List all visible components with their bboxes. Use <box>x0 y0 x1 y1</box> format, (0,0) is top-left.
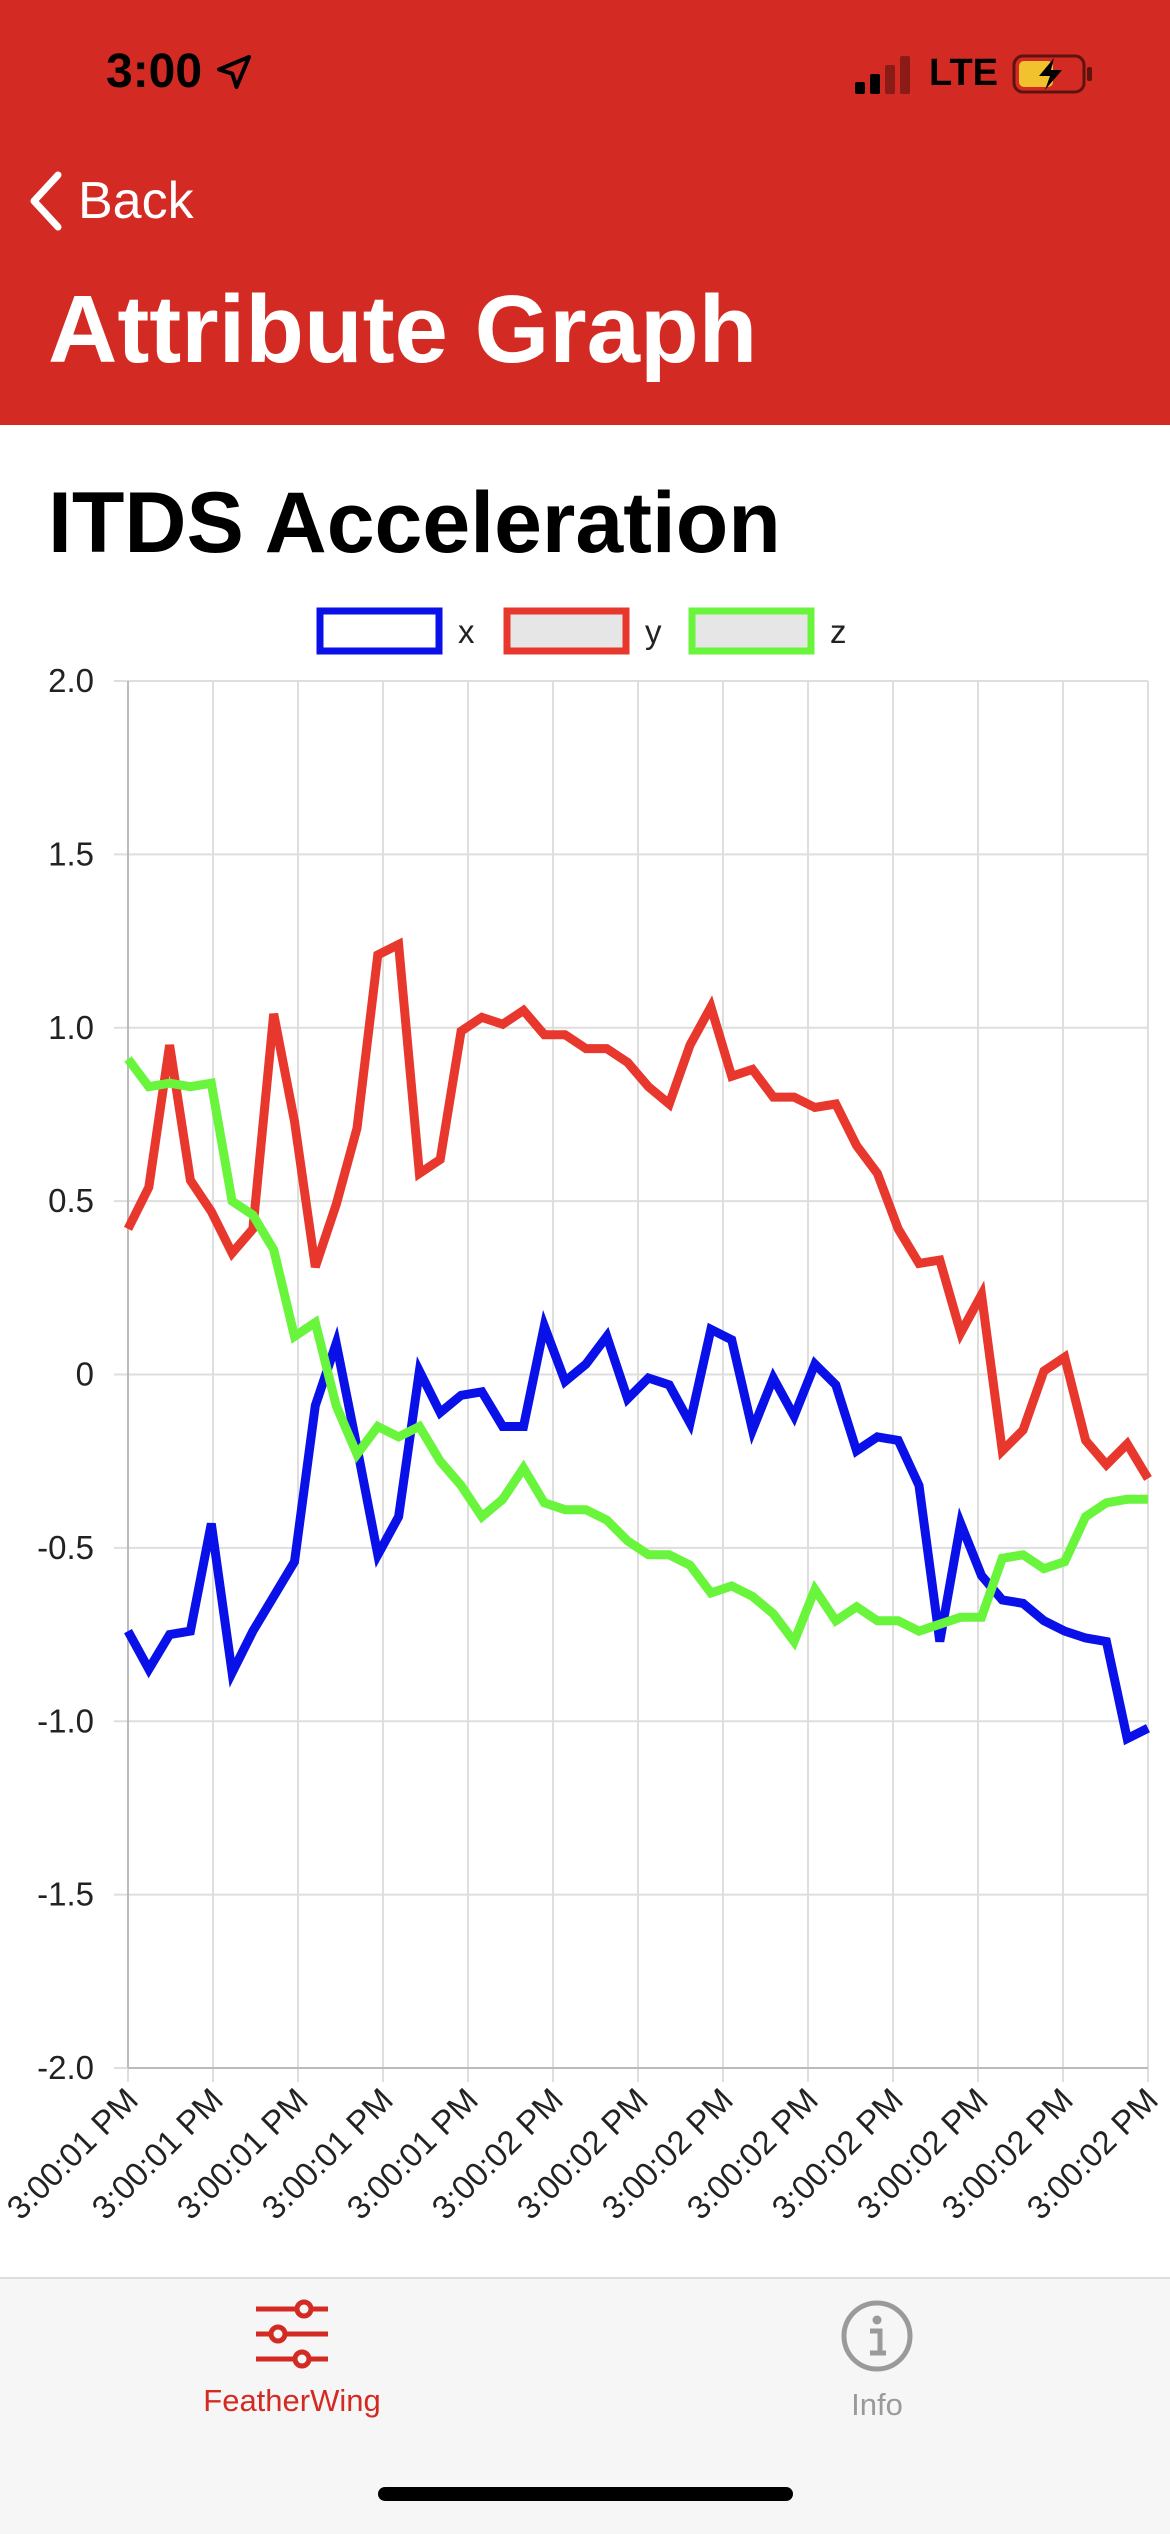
status-bar-time: 3:00 <box>106 44 254 99</box>
legend-label-x: x <box>458 613 475 650</box>
chevron-left-icon <box>30 171 62 231</box>
line-chart: 2.01.51.00.50-0.5-1.0-1.5-2.03:00:01 PM3… <box>0 607 1165 2226</box>
nav-header: 3:00 LTE Back Attribute Graph <box>0 0 1170 425</box>
tab-featherwing[interactable]: FeatherWing <box>142 2299 442 2419</box>
legend-swatch-x <box>316 607 443 655</box>
signal-bars-icon <box>855 55 911 94</box>
series-line-z <box>124 1056 1148 1651</box>
tab-info-label: Info <box>851 2387 903 2422</box>
tab-info[interactable]: Info <box>727 2299 1027 2423</box>
sliders-icon <box>256 2299 328 2369</box>
y-tick-label: -2.0 <box>37 2049 94 2086</box>
info-icon <box>841 2300 913 2372</box>
y-tick-label: 0 <box>76 1356 94 1393</box>
battery-charging-icon <box>1012 54 1092 93</box>
series-line-y <box>123 937 1152 1481</box>
y-tick-label: -1.5 <box>37 1876 94 1913</box>
home-indicator <box>378 2487 793 2501</box>
back-button[interactable]: Back <box>28 170 194 232</box>
page-title: Attribute Graph <box>48 276 758 383</box>
y-tick-label: 1.5 <box>48 835 94 872</box>
status-bar-indicators: LTE <box>853 52 1094 95</box>
tab-featherwing-label: FeatherWing <box>203 2383 381 2418</box>
y-tick-label: 2.0 <box>48 662 94 699</box>
y-tick-label: 1.0 <box>48 1009 94 1046</box>
legend-swatch-z <box>688 607 815 655</box>
y-tick-label: -0.5 <box>37 1529 94 1566</box>
y-tick-label: 0.5 <box>48 1182 94 1219</box>
network-type: LTE <box>929 52 998 94</box>
location-arrow-icon <box>217 54 252 89</box>
clock-text: 3:00 <box>106 45 203 98</box>
chart-title: ITDS Acceleration <box>48 475 781 571</box>
series-line-x <box>124 1309 1151 1746</box>
legend-swatch-y <box>503 607 630 655</box>
back-label: Back <box>78 172 194 230</box>
legend-label-z: z <box>830 613 847 650</box>
y-tick-label: -1.0 <box>37 1702 94 1739</box>
legend-label-y: y <box>645 613 662 650</box>
